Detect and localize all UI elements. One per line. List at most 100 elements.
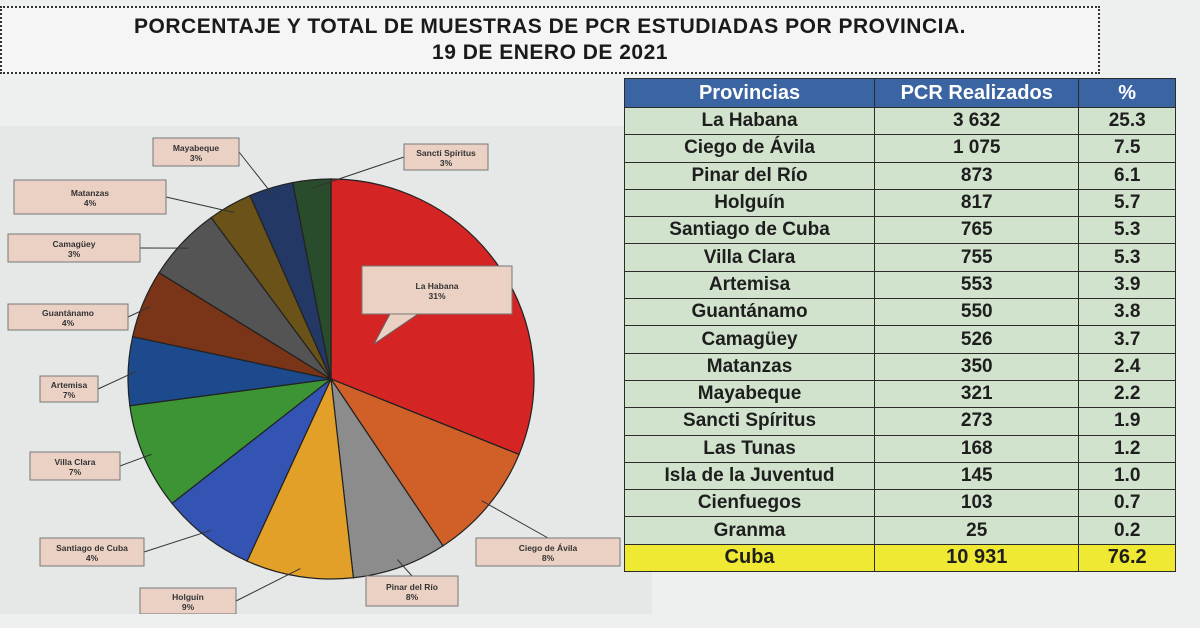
pie-chart-area: La Habana 31% Ciego de Ávila 8% Pinar del Rí… bbox=[0, 126, 652, 614]
cell-province: Sancti Spíritus bbox=[623, 407, 876, 436]
cell-province: Las Tunas bbox=[623, 434, 876, 463]
cell-pcr: 321 bbox=[874, 379, 1080, 409]
callout-leader-line bbox=[238, 151, 274, 196]
callout-leader-line bbox=[396, 559, 413, 577]
table-row: Las Tunas 168 1.2 bbox=[623, 434, 1176, 463]
table-row: Ciego de Ávila 1 075 7.5 bbox=[623, 134, 1176, 163]
slice-label: Sancti Spíritus bbox=[416, 148, 476, 158]
callout-leader-line bbox=[143, 529, 212, 553]
cell-province: Cienfuegos bbox=[623, 489, 876, 518]
table-row: Villa Clara 755 5.3 bbox=[623, 243, 1176, 272]
slice-label: Matanzas bbox=[71, 188, 110, 198]
cell-province: Santiago de Cuba bbox=[623, 216, 876, 245]
header-percent: % bbox=[1078, 78, 1176, 108]
table-row: Isla de la Juventud 145 1.0 bbox=[623, 461, 1176, 491]
table-row: Cienfuegos 103 0.7 bbox=[623, 489, 1176, 518]
cell-pcr: 550 bbox=[874, 298, 1080, 327]
cell-percent: 2.4 bbox=[1078, 352, 1176, 381]
cell-pcr: 873 bbox=[874, 161, 1080, 190]
callout-box bbox=[361, 265, 513, 315]
header-provincias: Provincias bbox=[623, 78, 876, 108]
pie-slice-ciego-de-vila bbox=[329, 377, 520, 547]
cell-percent: 0.7 bbox=[1078, 489, 1176, 518]
slice-label: Mayabeque bbox=[173, 143, 220, 153]
table-row: La Habana 3 632 25.3 bbox=[623, 106, 1176, 136]
callout-box bbox=[7, 233, 141, 263]
total-pcr: 10 931 bbox=[874, 543, 1080, 573]
pie-slice-santiago-de-cuba bbox=[171, 378, 332, 562]
cell-percent: 3.9 bbox=[1078, 270, 1176, 300]
callout-leader-line bbox=[127, 306, 151, 318]
cell-province: Granma bbox=[623, 516, 876, 545]
slice-label: Pinar del Río bbox=[386, 582, 438, 592]
callout-pointer bbox=[373, 313, 419, 345]
cell-pcr: 553 bbox=[874, 270, 1080, 300]
total-percent: 76.2 bbox=[1078, 543, 1176, 573]
cell-province: Isla de la Juventud bbox=[623, 461, 876, 491]
cell-province: La Habana bbox=[623, 106, 876, 136]
callout-box bbox=[13, 179, 167, 215]
cell-percent: 2.2 bbox=[1078, 379, 1176, 409]
header-pcr: PCR Realizados bbox=[874, 78, 1080, 108]
table-row: Mayabeque 321 2.2 bbox=[623, 379, 1176, 409]
callout-leader-line bbox=[97, 370, 137, 390]
slice-label: Artemisa bbox=[51, 380, 88, 390]
title-line-1: PORCENTAJE Y TOTAL DE MUESTRAS DE PCR ES… bbox=[134, 15, 966, 38]
cell-province: Ciego de Ávila bbox=[623, 134, 876, 163]
cell-province: Villa Clara bbox=[623, 243, 876, 272]
table-header-row: Provincias PCR Realizados % bbox=[623, 78, 1176, 108]
slice-percent-label: 4% bbox=[84, 198, 97, 208]
cell-pcr: 765 bbox=[874, 216, 1080, 245]
cell-pcr: 3 632 bbox=[874, 106, 1080, 136]
cell-percent: 5.3 bbox=[1078, 216, 1176, 245]
slice-label: Villa Clara bbox=[55, 457, 96, 467]
pie-slice-holgu-n bbox=[246, 376, 355, 580]
chart-title-box: PORCENTAJE Y TOTAL DE MUESTRAS DE PCR ES… bbox=[0, 6, 1100, 74]
cell-pcr: 1 075 bbox=[874, 134, 1080, 163]
slice-percent-label: 9% bbox=[182, 602, 195, 612]
callout-box bbox=[365, 575, 459, 607]
table-row: Pinar del Río 873 6.1 bbox=[623, 161, 1176, 190]
cell-percent: 1.9 bbox=[1078, 407, 1176, 436]
cell-province: Artemisa bbox=[623, 270, 876, 300]
callout-box bbox=[39, 537, 145, 567]
slice-label: Holguín bbox=[172, 592, 204, 602]
callout-box bbox=[475, 537, 621, 567]
cell-pcr: 817 bbox=[874, 188, 1080, 218]
cell-pcr: 103 bbox=[874, 489, 1080, 518]
callout-leader-line bbox=[481, 500, 549, 539]
slice-label: Camagüey bbox=[53, 239, 96, 249]
slice-percent-label: 7% bbox=[69, 467, 82, 477]
cell-pcr: 350 bbox=[874, 352, 1080, 381]
table-row: Guantánamo 550 3.8 bbox=[623, 298, 1176, 327]
cell-percent: 5.3 bbox=[1078, 243, 1176, 272]
slice-percent-label: 3% bbox=[68, 249, 81, 259]
cell-pcr: 273 bbox=[874, 407, 1080, 436]
callout-box bbox=[29, 451, 121, 481]
table-row: Matanzas 350 2.4 bbox=[623, 352, 1176, 381]
callout-leader-line bbox=[235, 568, 301, 602]
callout-box bbox=[152, 137, 240, 167]
table-row: Sancti Spíritus 273 1.9 bbox=[623, 407, 1176, 436]
total-province: Cuba bbox=[623, 543, 876, 573]
cell-percent: 3.7 bbox=[1078, 325, 1176, 354]
cell-province: Pinar del Río bbox=[623, 161, 876, 190]
pie-slice-sancti-sp-ritus bbox=[292, 178, 332, 380]
cell-percent: 25.3 bbox=[1078, 106, 1176, 136]
slice-percent-label: 7% bbox=[63, 390, 76, 400]
table-row: Artemisa 553 3.9 bbox=[623, 270, 1176, 300]
callout-box bbox=[139, 587, 237, 614]
slice-percent-label: 3% bbox=[440, 158, 453, 168]
cell-province: Holguín bbox=[623, 188, 876, 218]
callout-leader-line bbox=[165, 196, 235, 213]
slice-percent-label: 4% bbox=[62, 318, 75, 328]
cell-province: Matanzas bbox=[623, 352, 876, 381]
cell-pcr: 755 bbox=[874, 243, 1080, 272]
slice-label: La Habana bbox=[416, 281, 459, 291]
cell-province: Camagüey bbox=[623, 325, 876, 354]
pcr-table: Provincias PCR Realizados % La Habana 3 6… bbox=[623, 78, 1176, 573]
cell-pcr: 25 bbox=[874, 516, 1080, 545]
cell-percent: 1.2 bbox=[1078, 434, 1176, 463]
cell-percent: 6.1 bbox=[1078, 161, 1176, 190]
